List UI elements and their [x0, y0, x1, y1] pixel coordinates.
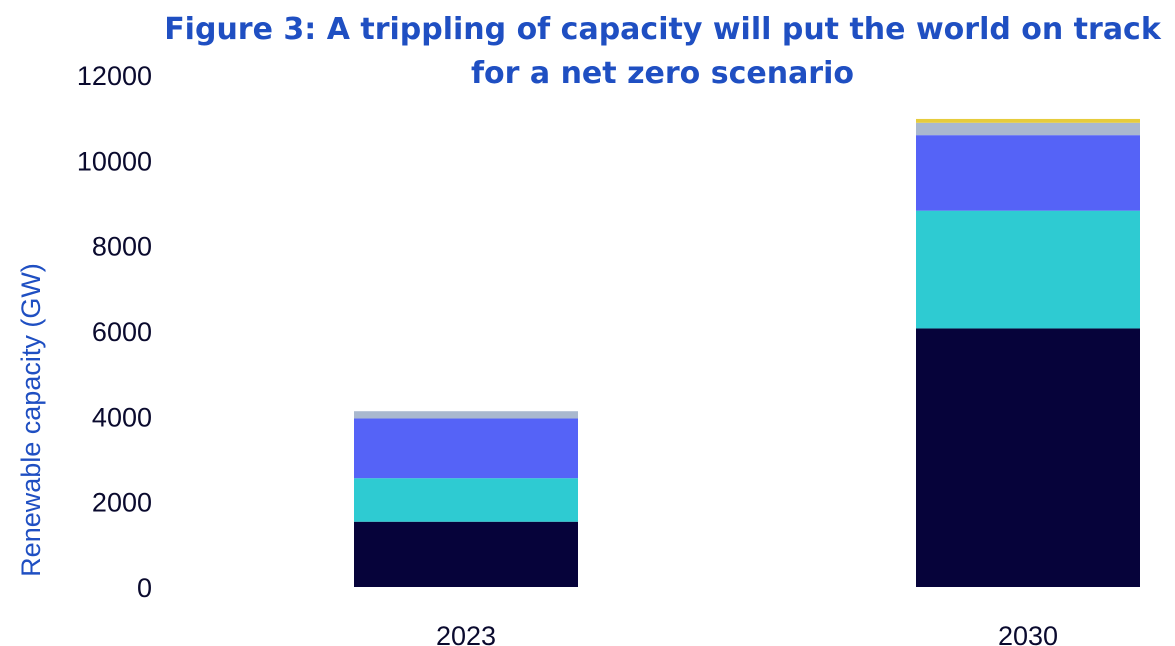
- bar-segment: [916, 135, 1140, 211]
- bar-segment: [916, 328, 1140, 587]
- x-tick-label: 2030: [998, 621, 1058, 646]
- y-tick-label: 8000: [92, 232, 152, 262]
- bar-segment: [354, 521, 578, 587]
- bars: [354, 118, 1140, 587]
- chart-title-line-1: Figure 3: A trippling of capacity will p…: [164, 12, 1161, 47]
- x-axis-ticks: 2023 2030: [436, 621, 1058, 646]
- chart-title: Figure 3: A trippling of capacity will p…: [150, 8, 1175, 96]
- y-tick-label: 0: [137, 573, 152, 603]
- y-tick-label: 4000: [92, 402, 152, 432]
- bar-segment: [354, 418, 578, 479]
- bar-segment: [916, 122, 1140, 136]
- bar-stack-2030: [916, 118, 1140, 587]
- bar-segment: [354, 478, 578, 522]
- bar-segment: [354, 411, 578, 419]
- y-tick-label: 2000: [92, 488, 152, 518]
- bar-segment: [916, 210, 1140, 329]
- y-tick-label: 6000: [92, 317, 152, 347]
- bar-segment: [916, 118, 1140, 123]
- y-tick-label: 12000: [77, 61, 152, 91]
- bar-stack-2023: [354, 411, 578, 587]
- chart-title-line-2: for a net zero scenario: [470, 56, 854, 91]
- y-axis-ticks: 0 2000 4000 6000 8000 10000 12000: [77, 61, 152, 603]
- y-axis-label: Renewable capacity (GW): [16, 263, 46, 577]
- y-tick-label: 10000: [77, 146, 152, 176]
- x-tick-label: 2023: [436, 621, 496, 646]
